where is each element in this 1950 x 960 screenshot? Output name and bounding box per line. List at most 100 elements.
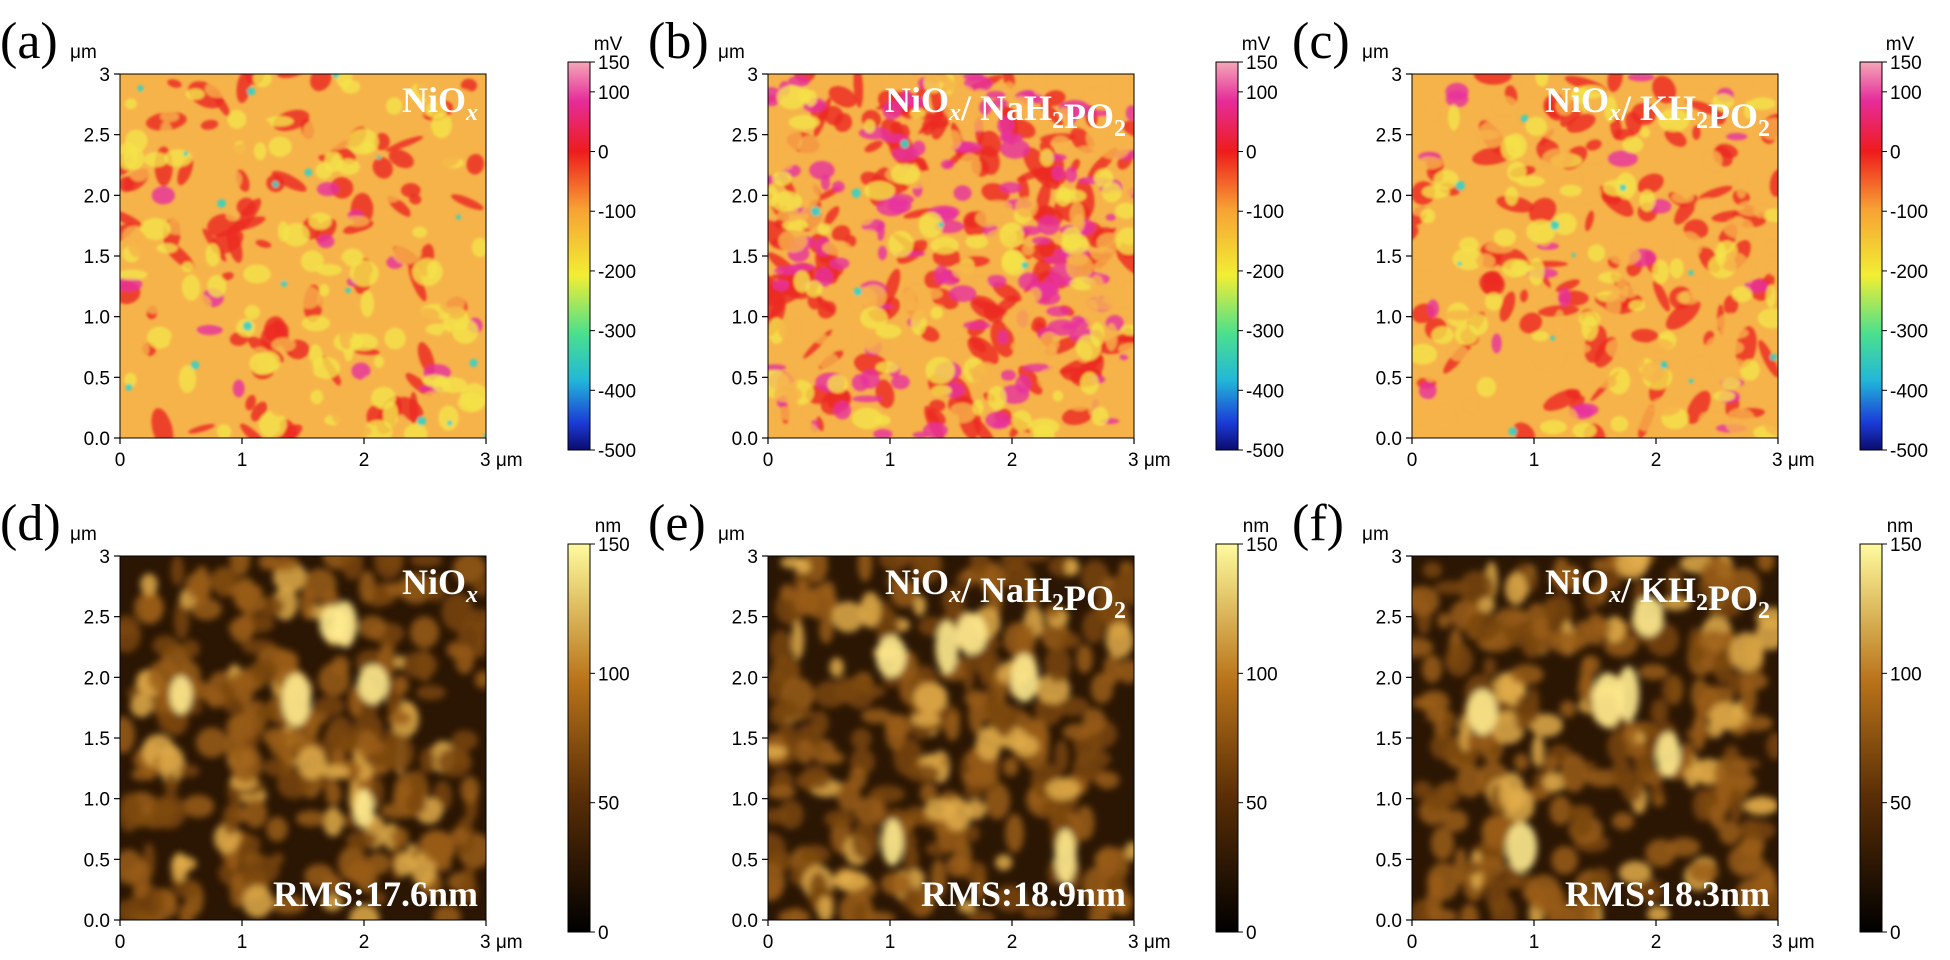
x-tick-label: 2 bbox=[359, 450, 370, 471]
colorbar-tick-label: -400 bbox=[598, 381, 636, 402]
map-image-b bbox=[768, 74, 1134, 438]
colorbar-tick-label: -400 bbox=[1246, 381, 1284, 402]
colorbar-tick-label: 100 bbox=[1246, 664, 1278, 685]
y-tick-label: 2.0 bbox=[732, 186, 758, 207]
x-tick-label: 1 bbox=[237, 932, 248, 953]
x-tick-label: 2 bbox=[1651, 450, 1662, 471]
x-tick-label: 1 bbox=[1529, 450, 1540, 471]
x-tick-label: 3 μm bbox=[480, 450, 523, 471]
rms-label: RMS:17.6nm bbox=[273, 874, 478, 914]
colorbar-tick-label: 0 bbox=[1246, 143, 1257, 164]
y-tick-label: 0.0 bbox=[732, 429, 758, 450]
y-axis-unit: μm bbox=[1362, 42, 1389, 63]
y-tick-label: 2.0 bbox=[732, 668, 758, 689]
colorbar-tick-label: 0 bbox=[1890, 143, 1901, 164]
x-tick-label: 3 μm bbox=[1128, 932, 1171, 953]
panel-b: 0.0 0.5 1.0 1.5 2.0 2.5 3μm 0 1 2 3 μm (b) NiOx/ NaH… bbox=[648, 13, 1284, 471]
colorbar-tick-label: -500 bbox=[598, 441, 636, 462]
colorbar-unit: mV bbox=[1886, 34, 1915, 55]
map-image-a bbox=[120, 74, 486, 438]
sample-label: NiOx/ NaH2PO2 bbox=[885, 562, 1126, 624]
y-tick-label: 0.0 bbox=[84, 911, 110, 932]
y-tick-label: 2.0 bbox=[84, 186, 110, 207]
y-tick-label: 3 bbox=[99, 65, 110, 86]
y-tick-label: 2.5 bbox=[1376, 608, 1402, 629]
panel-d: 0.0 0.5 1.0 1.5 2.0 2.5 3μm 0 1 2 3 μm (d) NiOx RMS:1… bbox=[0, 495, 630, 953]
x-tick-label: 3 μm bbox=[1128, 450, 1171, 471]
colorbar-tick-label: -100 bbox=[598, 202, 636, 223]
y-tick-label: 2.5 bbox=[732, 608, 758, 629]
panel-c: 0.0 0.5 1.0 1.5 2.0 2.5 3μm 0 1 2 3 μm (c) NiOx/ KH2… bbox=[1292, 13, 1928, 471]
colorbar-tick-label: 150 bbox=[1246, 535, 1278, 556]
colorbar-tick-label: 150 bbox=[1246, 53, 1278, 74]
colorbar-tick-label: 50 bbox=[1246, 794, 1267, 815]
y-tick-label: 0.5 bbox=[1376, 368, 1402, 389]
rms-label: RMS:18.9nm bbox=[921, 874, 1126, 914]
y-tick-label: 0.5 bbox=[84, 850, 110, 871]
panel-label: (b) bbox=[648, 13, 709, 70]
panel-label: (c) bbox=[1292, 13, 1350, 70]
colorbar-unit: nm bbox=[1243, 516, 1269, 537]
map-image-e bbox=[768, 556, 1134, 920]
sample-label: NiOx/ KH2PO2 bbox=[1545, 562, 1770, 624]
colorbar-tick-label: -500 bbox=[1246, 441, 1284, 462]
map-image-d bbox=[120, 556, 486, 920]
y-tick-label: 3 bbox=[99, 547, 110, 568]
y-tick-label: 0.0 bbox=[84, 429, 110, 450]
colorbar-tick-label: 150 bbox=[1890, 53, 1922, 74]
map-image-c bbox=[1412, 74, 1778, 438]
colorbar-tick-label: -400 bbox=[1890, 381, 1928, 402]
sample-label: NiOx bbox=[402, 80, 478, 126]
colorbar-tick-label: -300 bbox=[598, 322, 636, 343]
y-tick-label: 0.5 bbox=[732, 850, 758, 871]
colorbar-tick-label: 100 bbox=[598, 83, 630, 104]
x-tick-label: 1 bbox=[885, 932, 896, 953]
y-tick-label: 0.0 bbox=[732, 911, 758, 932]
colorbar-unit: mV bbox=[1242, 34, 1271, 55]
colorbar-tick-label: -100 bbox=[1890, 202, 1928, 223]
panel-e: 0.0 0.5 1.0 1.5 2.0 2.5 3μm 0 1 2 3 μm (e) NiOx/ NaH… bbox=[648, 495, 1278, 953]
y-tick-label: 1.0 bbox=[732, 308, 758, 329]
colorbar-tick-label: 100 bbox=[1890, 664, 1922, 685]
colorbar-tick-label: 50 bbox=[1890, 794, 1911, 815]
y-tick-label: 1.0 bbox=[84, 790, 110, 811]
x-tick-label: 2 bbox=[1651, 932, 1662, 953]
map-image-f bbox=[1412, 556, 1778, 920]
y-axis-unit: μm bbox=[1362, 524, 1389, 545]
y-tick-label: 1.5 bbox=[732, 247, 758, 268]
x-tick-label: 0 bbox=[763, 450, 774, 471]
panel-f: 0.0 0.5 1.0 1.5 2.0 2.5 3μm 0 1 2 3 μm (f) NiOx/ KH2… bbox=[1292, 495, 1922, 953]
x-tick-label: 1 bbox=[885, 450, 896, 471]
sample-label: NiOx/ KH2PO2 bbox=[1545, 80, 1770, 142]
y-tick-label: 3 bbox=[747, 547, 758, 568]
rms-label: RMS:18.3nm bbox=[1565, 874, 1770, 914]
colorbar-tick-label: -300 bbox=[1246, 322, 1284, 343]
colorbar-tick-label: -200 bbox=[598, 262, 636, 283]
panel-label: (d) bbox=[0, 495, 61, 552]
y-tick-label: 0.5 bbox=[84, 368, 110, 389]
x-tick-label: 3 μm bbox=[1772, 450, 1815, 471]
colorbar-tick-label: 50 bbox=[598, 794, 619, 815]
colorbar-tick-label: 0 bbox=[598, 143, 609, 164]
y-tick-label: 1.0 bbox=[84, 308, 110, 329]
colorbar-tick-label: -500 bbox=[1890, 441, 1928, 462]
colorbar-tick-label: 150 bbox=[1890, 535, 1922, 556]
colorbar-tick-label: -200 bbox=[1246, 262, 1284, 283]
x-tick-label: 3 μm bbox=[480, 932, 523, 953]
y-tick-label: 0.0 bbox=[1376, 429, 1402, 450]
colorbar-tick-label: -100 bbox=[1246, 202, 1284, 223]
y-tick-label: 2.0 bbox=[1376, 186, 1402, 207]
panel-label: (e) bbox=[648, 495, 706, 552]
x-tick-label: 1 bbox=[1529, 932, 1540, 953]
y-tick-label: 1.5 bbox=[84, 247, 110, 268]
colorbar-tick-label: -200 bbox=[1890, 262, 1928, 283]
colorbar-tick-label: 0 bbox=[1890, 923, 1901, 944]
colorbar-tick-label: 100 bbox=[1246, 83, 1278, 104]
y-tick-label: 3 bbox=[747, 65, 758, 86]
y-tick-label: 2.5 bbox=[1376, 126, 1402, 147]
y-tick-label: 0.5 bbox=[1376, 850, 1402, 871]
